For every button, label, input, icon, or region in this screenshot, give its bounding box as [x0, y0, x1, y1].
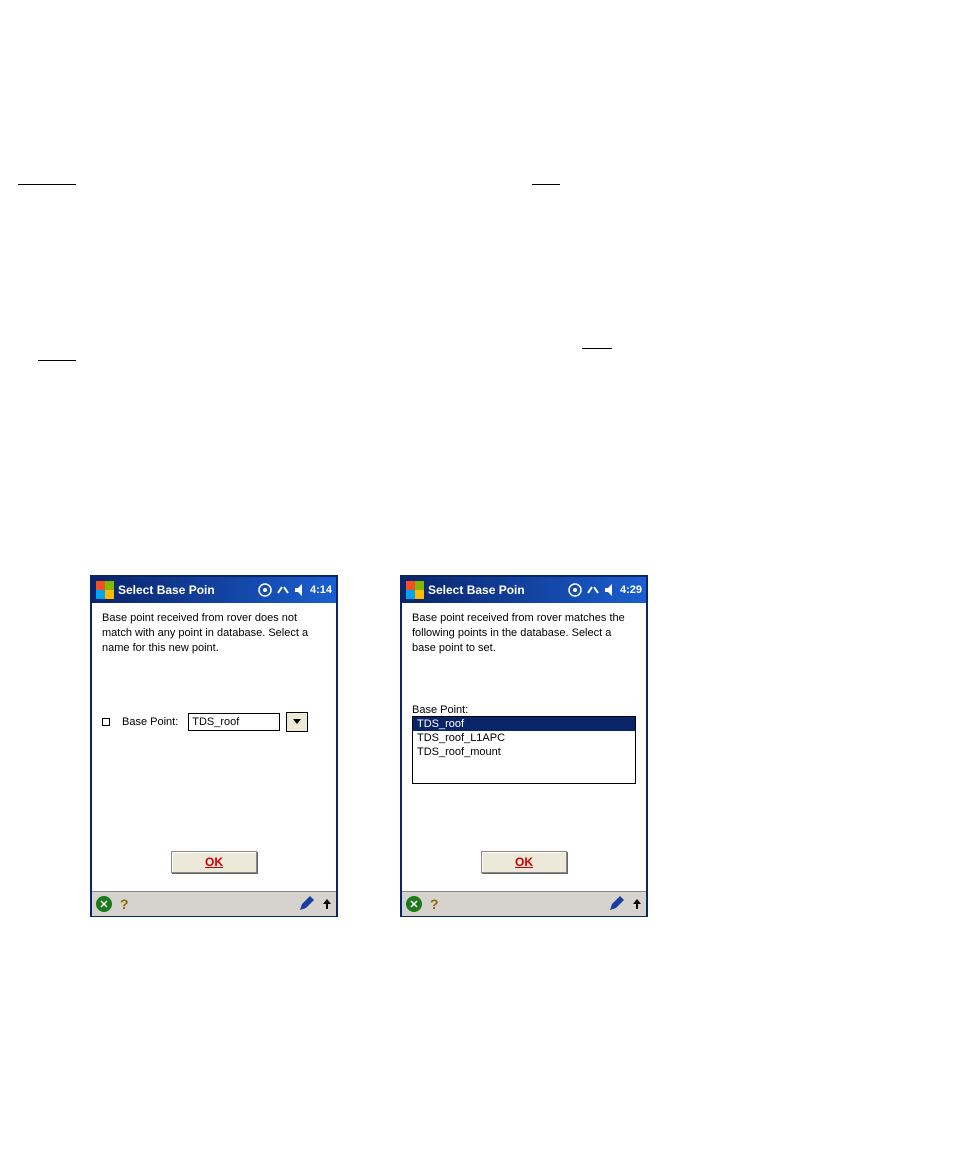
dialog-body: Base point received from rover does not …: [92, 603, 336, 891]
help-icon[interactable]: ?: [120, 896, 129, 912]
field-bullet-icon: [102, 718, 110, 726]
status-icons: 4:14: [258, 583, 332, 597]
text-underline-artifact: [18, 184, 76, 185]
help-icon[interactable]: ?: [430, 896, 439, 912]
base-point-row: Base Point:: [102, 712, 326, 732]
window-title: Select Base Poin: [118, 583, 215, 597]
titlebar: Select Base Poin 4:14: [92, 577, 336, 603]
text-underline-artifact: [532, 184, 560, 185]
speaker-icon: [604, 583, 616, 597]
chevron-down-icon: [292, 718, 302, 726]
ok-button[interactable]: OK: [481, 851, 567, 873]
dialog-message: Base point received from rover does not …: [102, 611, 326, 656]
text-underline-artifact: [38, 360, 76, 361]
base-point-listbox[interactable]: TDS_roofTDS_roof_L1APCTDS_roof_mount: [412, 716, 636, 784]
text-underline-artifact: [582, 348, 612, 349]
menu-up-icon[interactable]: [632, 896, 642, 912]
list-item[interactable]: TDS_roof_mount: [413, 745, 635, 759]
base-point-label: Base Point:: [122, 716, 178, 728]
pda-window-left: Select Base Poin 4:14 Base point receive…: [90, 575, 338, 917]
close-icon[interactable]: ✕: [406, 896, 422, 912]
pda-window-right: Select Base Poin 4:29 Base point receive…: [400, 575, 648, 917]
bottom-toolbar: ✕ ?: [402, 891, 646, 916]
dialog-body: Base point received from rover matches t…: [402, 603, 646, 891]
status-icons: 4:29: [568, 583, 642, 597]
dialog-message: Base point received from rover matches t…: [412, 611, 636, 656]
windows-start-icon[interactable]: [406, 581, 424, 599]
clock-time: 4:29: [620, 584, 642, 596]
sip-keyboard-icon[interactable]: [608, 896, 624, 912]
ok-button-label: OK: [515, 855, 533, 869]
menu-up-icon[interactable]: [322, 896, 332, 912]
windows-start-icon[interactable]: [96, 581, 114, 599]
clock-time: 4:14: [310, 584, 332, 596]
signal-icon: [258, 583, 272, 597]
connectivity-icon: [586, 583, 600, 597]
close-icon[interactable]: ✕: [96, 896, 112, 912]
list-item[interactable]: TDS_roof_L1APC: [413, 731, 635, 745]
ok-button-label: OK: [205, 855, 223, 869]
speaker-icon: [294, 583, 306, 597]
list-item[interactable]: TDS_roof: [413, 717, 635, 731]
sip-keyboard-icon[interactable]: [298, 896, 314, 912]
base-point-list-label: Base Point:: [412, 704, 636, 716]
window-title: Select Base Poin: [428, 583, 525, 597]
bottom-toolbar: ✕ ?: [92, 891, 336, 916]
signal-icon: [568, 583, 582, 597]
connectivity-icon: [276, 583, 290, 597]
base-point-input[interactable]: [188, 713, 280, 731]
titlebar: Select Base Poin 4:29: [402, 577, 646, 603]
base-point-dropdown-button[interactable]: [286, 712, 308, 732]
ok-button[interactable]: OK: [171, 851, 257, 873]
